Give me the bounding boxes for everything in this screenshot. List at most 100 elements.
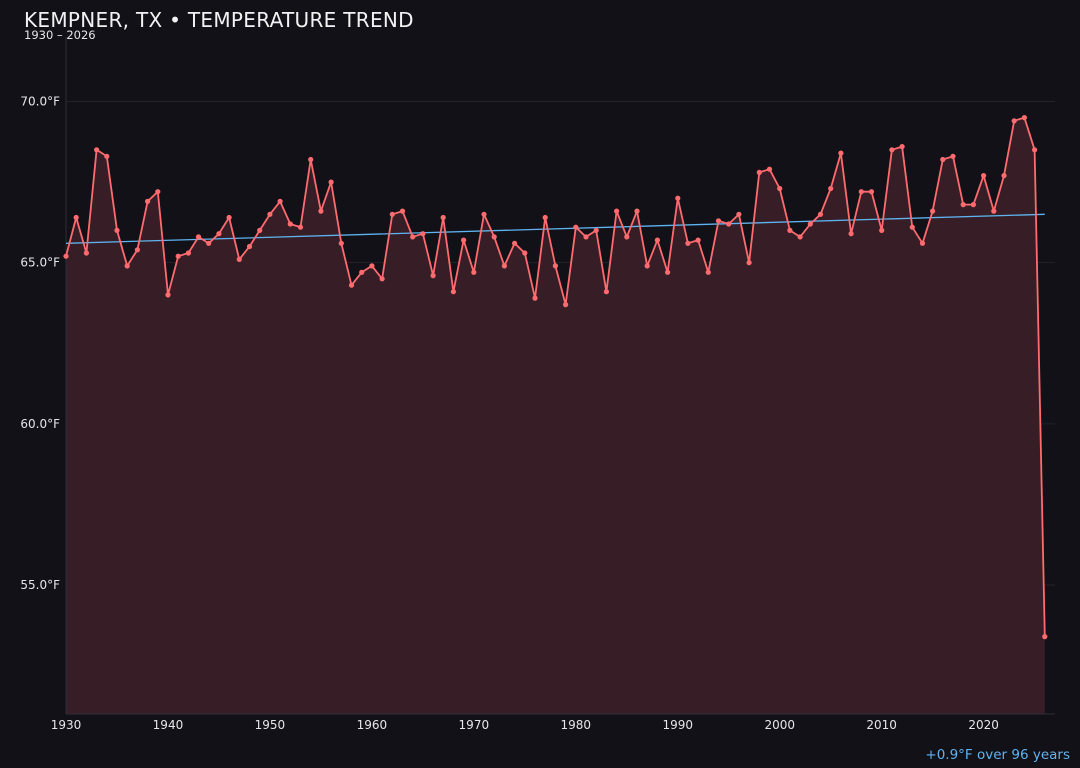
data-point-2003 — [807, 221, 813, 227]
data-point-1955 — [318, 208, 324, 214]
data-point-1990 — [675, 195, 681, 201]
data-point-2010 — [879, 227, 885, 233]
data-point-1935 — [114, 227, 120, 233]
data-point-1993 — [705, 269, 711, 275]
data-point-2017 — [950, 153, 956, 159]
data-point-1999 — [766, 166, 773, 172]
data-point-2014 — [919, 240, 926, 246]
data-point-2008 — [858, 189, 864, 195]
data-point-1976 — [532, 295, 538, 301]
x-tick-label-2020: 2020 — [968, 718, 999, 732]
series-area — [66, 117, 1045, 715]
data-point-1982 — [593, 227, 599, 233]
data-point-1946 — [226, 214, 232, 221]
data-point-1951 — [277, 198, 283, 204]
data-point-1979 — [563, 302, 569, 308]
data-point-1981 — [583, 234, 589, 240]
data-point-1977 — [542, 214, 548, 221]
data-point-1961 — [379, 276, 385, 282]
data-point-1974 — [511, 240, 518, 246]
data-point-1965 — [420, 231, 426, 237]
data-point-1930 — [63, 253, 69, 259]
data-point-1939 — [155, 189, 161, 195]
data-point-1941 — [175, 253, 181, 259]
data-point-1997 — [746, 260, 752, 266]
data-point-1945 — [216, 231, 222, 237]
data-point-1934 — [104, 153, 110, 159]
data-point-2000 — [777, 185, 783, 192]
data-point-1971 — [481, 211, 487, 217]
x-tick-labels: 1930 1940 1950 1960 1970 1980 1990 2000 2010 2020 — [51, 718, 999, 732]
data-point-1947 — [236, 256, 242, 262]
y-tick-label-70: 70.0°F — [20, 94, 60, 108]
data-point-1948 — [246, 243, 253, 250]
data-point-1966 — [430, 273, 436, 279]
data-point-1942 — [185, 250, 191, 256]
data-point-1944 — [206, 240, 212, 246]
y-tick-label-60: 60.0°F — [20, 417, 60, 431]
data-point-1931 — [73, 214, 79, 221]
data-point-2006 — [838, 150, 844, 156]
data-point-1967 — [440, 214, 446, 221]
data-point-2005 — [828, 185, 834, 192]
data-point-1950 — [267, 211, 273, 217]
data-point-2002 — [797, 234, 803, 240]
data-point-1949 — [257, 227, 263, 233]
data-point-1959 — [359, 269, 365, 275]
data-point-1975 — [522, 250, 528, 256]
x-tick-label-1950: 1950 — [255, 718, 286, 732]
data-point-2024 — [1021, 115, 1027, 121]
data-point-1983 — [603, 289, 610, 295]
data-point-1984 — [614, 208, 620, 214]
data-point-1972 — [491, 234, 497, 240]
data-point-1988 — [654, 237, 661, 243]
data-point-1936 — [124, 263, 130, 269]
x-tick-label-1990: 1990 — [662, 718, 693, 732]
y-tick-labels: 55.0°F 60.0°F 65.0°F 70.0°F — [20, 94, 60, 592]
data-point-1940 — [165, 292, 171, 298]
data-point-2013 — [909, 224, 915, 230]
data-point-1968 — [450, 289, 456, 295]
data-point-1973 — [501, 263, 507, 269]
data-point-2020 — [981, 173, 987, 179]
data-point-1996 — [736, 211, 742, 217]
data-point-1995 — [726, 221, 732, 227]
data-point-2025 — [1032, 147, 1038, 153]
data-point-1963 — [399, 208, 406, 214]
series-points — [63, 115, 1048, 640]
data-point-1992 — [695, 237, 701, 243]
y-tick-label-65: 65.0°F — [20, 256, 60, 270]
data-point-1964 — [410, 234, 416, 240]
data-point-2012 — [899, 144, 905, 150]
data-point-2021 — [991, 208, 997, 214]
data-point-2004 — [817, 211, 824, 217]
x-tick-label-2000: 2000 — [764, 718, 795, 732]
data-point-2023 — [1011, 118, 1017, 124]
data-point-1937 — [134, 247, 140, 253]
data-point-1932 — [83, 250, 89, 256]
chart-subtitle: 1930 – 2026 — [24, 28, 96, 42]
chart-title: KEMPNER, TX • TEMPERATURE TREND — [24, 8, 414, 32]
data-point-1956 — [328, 179, 334, 185]
x-tick-label-1970: 1970 — [459, 718, 490, 732]
y-tick-label-55: 55.0°F — [20, 578, 60, 592]
trend-annotation: +0.9°F over 96 years — [925, 747, 1070, 763]
data-point-2001 — [787, 227, 793, 233]
data-point-1970 — [471, 269, 477, 275]
data-point-1991 — [685, 240, 691, 246]
data-point-2022 — [1001, 173, 1007, 179]
x-tick-label-1940: 1940 — [153, 718, 184, 732]
data-point-2009 — [868, 189, 875, 195]
data-point-1953 — [297, 224, 304, 230]
data-point-2016 — [940, 156, 946, 163]
data-point-1985 — [624, 234, 630, 240]
data-point-1933 — [94, 147, 100, 153]
axes — [65, 37, 1055, 715]
trend-line — [65, 213, 1045, 244]
data-point-1987 — [644, 263, 650, 269]
x-tick-label-2010: 2010 — [866, 718, 897, 732]
data-point-1952 — [287, 221, 293, 227]
data-point-2019 — [970, 202, 977, 208]
data-point-1986 — [634, 208, 640, 214]
x-tick-label-1980: 1980 — [561, 718, 592, 732]
